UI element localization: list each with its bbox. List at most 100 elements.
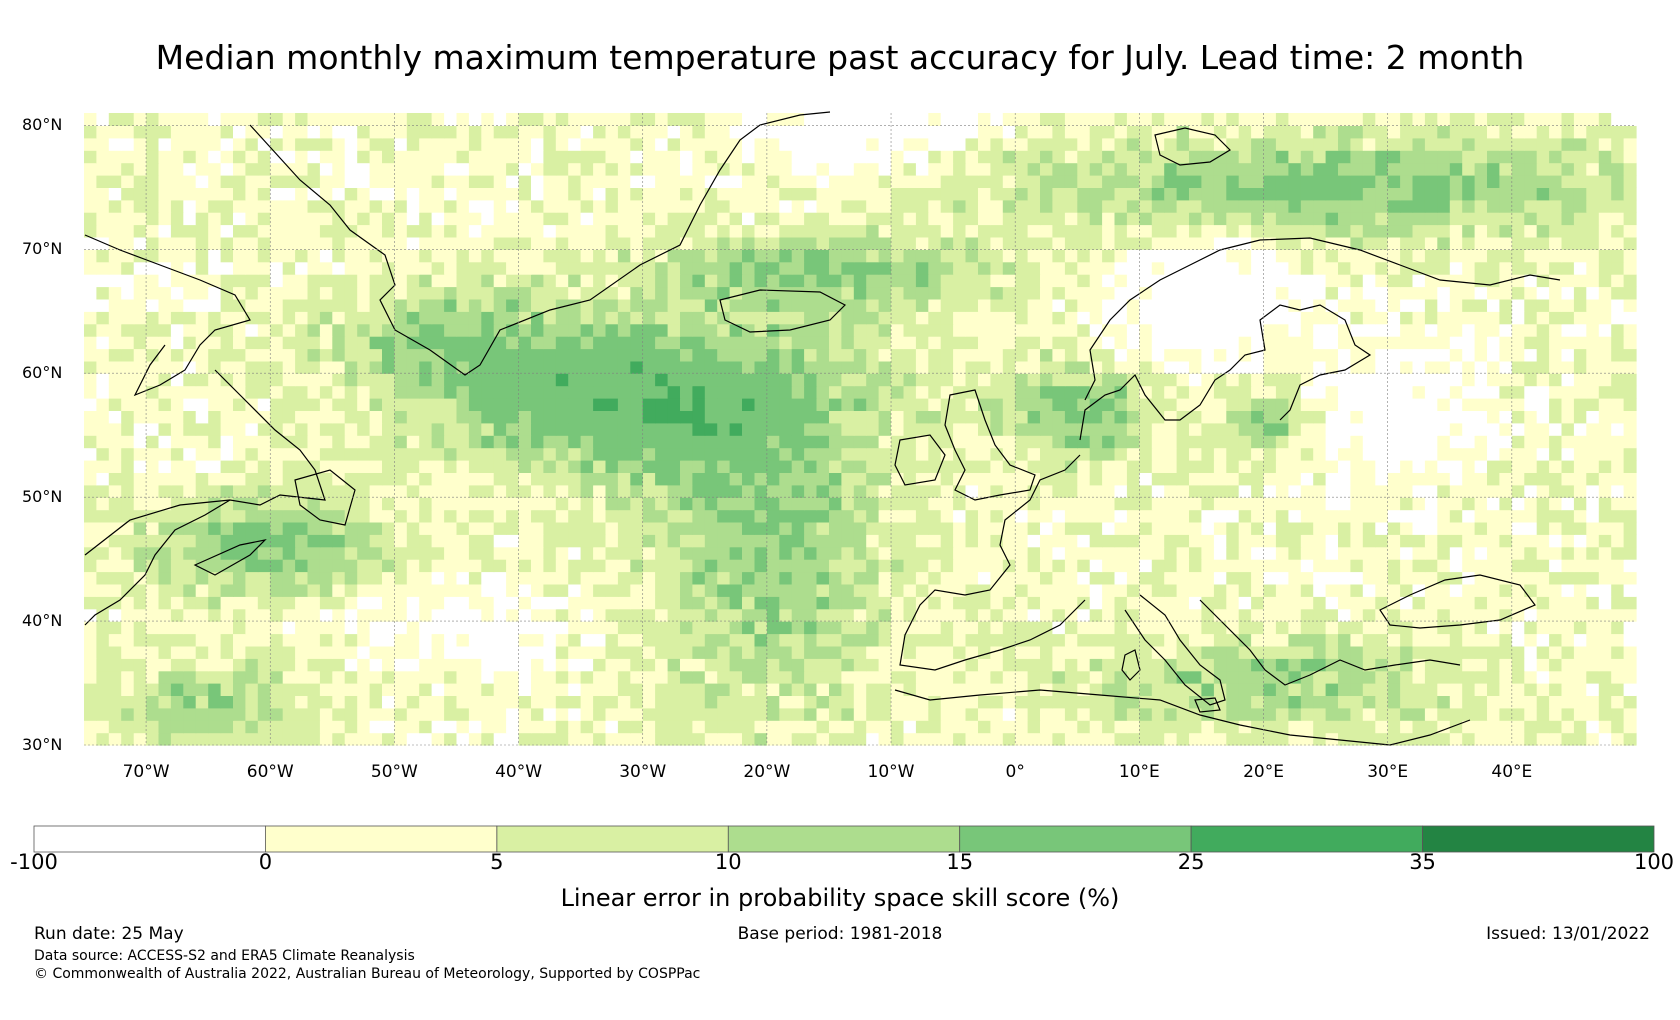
grid-cell (692, 298, 706, 312)
grid-cell (419, 398, 433, 411)
grid-cell (84, 336, 97, 350)
grid-cell (1201, 484, 1215, 498)
grid-cell (1114, 484, 1128, 498)
grid-cell (444, 621, 458, 635)
grid-cell (406, 410, 420, 424)
grid-cell (1474, 707, 1488, 721)
grid-cell (270, 249, 284, 263)
grid-cell (1077, 645, 1091, 659)
grid-cell (1139, 583, 1153, 597)
grid-cell (1350, 707, 1364, 721)
grid-cell (257, 410, 271, 424)
grid-cell (580, 410, 594, 424)
grid-cell (568, 435, 582, 449)
grid-cell (456, 497, 470, 511)
grid-cell (195, 534, 209, 548)
grid-cell (1089, 683, 1103, 696)
grid-cell (903, 286, 917, 300)
grid-cell (456, 323, 470, 337)
grid-cell (754, 497, 768, 511)
grid-cell (617, 608, 631, 622)
grid-cell (965, 336, 979, 350)
grid-cell (630, 559, 644, 573)
grid-cell (866, 460, 880, 473)
grid-cell (1536, 460, 1550, 473)
grid-cell (1089, 249, 1103, 263)
grid-cell (680, 521, 693, 535)
grid-cell (1027, 422, 1041, 436)
grid-cell (940, 484, 954, 498)
grid-cell (1549, 546, 1563, 560)
grid-cell (1424, 645, 1438, 659)
grid-cell (1015, 683, 1029, 696)
grid-cell (978, 720, 991, 734)
grid-cell (456, 398, 470, 411)
grid-cell (555, 583, 569, 597)
grid-cell (506, 732, 520, 746)
grid-cell (506, 286, 520, 300)
grid-cell (940, 261, 954, 275)
grid-cell (295, 398, 309, 411)
grid-cell (1412, 695, 1426, 709)
grid-cell (121, 385, 135, 399)
grid-cell (382, 497, 395, 511)
grid-cell (1300, 249, 1314, 263)
grid-cell (307, 546, 321, 560)
grid-cell (1238, 509, 1252, 523)
grid-cell (692, 460, 706, 473)
grid-cell (804, 707, 818, 721)
grid-cell (1573, 274, 1587, 288)
grid-cell (1586, 633, 1600, 647)
grid-cell (742, 472, 755, 486)
grid-cell (1064, 546, 1078, 560)
grid-cell (1350, 311, 1364, 325)
grid-cell (1226, 633, 1240, 647)
grid-cell (1238, 571, 1252, 585)
grid-cell (829, 707, 842, 721)
grid-cell (1524, 633, 1538, 647)
grid-cell (990, 707, 1004, 721)
grid-cell (1549, 249, 1563, 263)
grid-cell (369, 274, 383, 288)
grid-cell (493, 298, 507, 312)
grid-cell (1449, 509, 1463, 523)
grid-cell (953, 422, 967, 436)
grid-cell (1189, 472, 1202, 486)
grid-cell (1089, 447, 1103, 461)
grid-cell (1424, 670, 1438, 684)
grid-cell (245, 311, 259, 325)
grid-cell (866, 373, 880, 387)
grid-cell (580, 422, 594, 436)
grid-cell (1052, 683, 1066, 696)
grid-cell (816, 720, 830, 734)
grid-cell (1213, 633, 1227, 647)
grid-cell (692, 274, 706, 288)
grid-cell (1325, 447, 1339, 461)
grid-cell (419, 633, 433, 647)
grid-cell (456, 261, 470, 275)
grid-cell (754, 633, 768, 647)
grid-cell (146, 323, 160, 337)
grid-cell (729, 621, 743, 635)
grid-cell (506, 360, 520, 374)
grid-cell (1213, 497, 1227, 511)
grid-cell (1437, 670, 1451, 684)
grid-cell (1126, 732, 1140, 746)
grid-cell (754, 311, 768, 325)
grid-cell (1536, 608, 1550, 622)
grid-cell (704, 571, 718, 585)
grid-cell (146, 534, 160, 548)
grid-cell (233, 546, 246, 560)
grid-cell (233, 460, 246, 473)
grid-cell (146, 447, 160, 461)
grid-cell (1027, 385, 1041, 399)
grid-cell (791, 286, 805, 300)
grid-cell (96, 422, 110, 436)
grid-cell (1089, 472, 1103, 486)
grid-cell (183, 286, 197, 300)
grid-cell (1064, 348, 1078, 362)
grid-cell (431, 311, 445, 325)
grid-cell (1400, 509, 1414, 523)
grid-cell (1226, 559, 1240, 573)
grid-cell (1176, 274, 1190, 288)
